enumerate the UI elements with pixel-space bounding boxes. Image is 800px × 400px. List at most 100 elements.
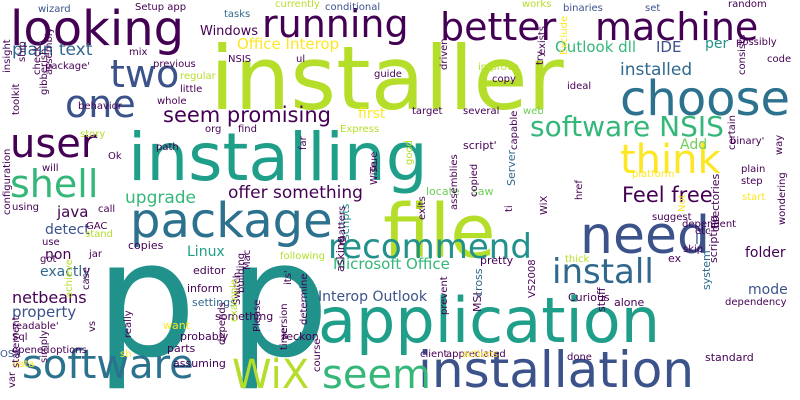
word: readable' bbox=[12, 321, 59, 332]
word: behavior bbox=[78, 101, 122, 112]
word: seem promising bbox=[163, 103, 331, 127]
word: random bbox=[728, 0, 767, 10]
word: Sql bbox=[12, 332, 28, 343]
word: install bbox=[552, 252, 654, 292]
word: plain bbox=[741, 164, 766, 175]
word: prevent bbox=[439, 276, 450, 315]
word: WiX bbox=[232, 352, 310, 398]
word: tasks bbox=[224, 9, 251, 20]
word: copies bbox=[128, 239, 164, 252]
word: far bbox=[298, 136, 309, 150]
word: installation bbox=[418, 341, 695, 399]
word: software bbox=[22, 342, 194, 388]
word: better bbox=[440, 5, 557, 49]
word: p bbox=[228, 206, 330, 393]
word: exits bbox=[417, 196, 428, 220]
word: Add bbox=[680, 137, 708, 153]
word: shell bbox=[10, 162, 99, 206]
word: wizard bbox=[38, 4, 71, 15]
word: several bbox=[463, 106, 500, 117]
word: check bbox=[32, 45, 43, 75]
word: call bbox=[98, 204, 116, 215]
word: Microsoft Office bbox=[333, 255, 450, 273]
word: org bbox=[205, 124, 222, 135]
word: installer bbox=[210, 27, 564, 130]
word: OSX bbox=[0, 349, 22, 360]
word: software NSIS bbox=[530, 110, 724, 143]
word: one bbox=[65, 82, 136, 126]
word: appreciated bbox=[446, 349, 506, 360]
word: href bbox=[574, 180, 585, 200]
word: good bbox=[404, 140, 415, 165]
word: configuration bbox=[2, 148, 13, 215]
word: var bbox=[7, 371, 18, 388]
word: Setup app bbox=[135, 2, 187, 13]
word: two bbox=[110, 52, 180, 96]
word: Express bbox=[340, 124, 380, 135]
word: time bbox=[279, 327, 290, 350]
word: simply bbox=[39, 330, 50, 363]
word: detect bbox=[45, 222, 90, 238]
word: cross bbox=[472, 268, 485, 297]
word: really bbox=[123, 310, 134, 338]
word: try bbox=[535, 51, 546, 65]
word: binary' bbox=[730, 136, 765, 147]
word: Mac bbox=[242, 249, 253, 270]
word: mix bbox=[129, 47, 148, 58]
word: GAC bbox=[86, 221, 108, 232]
word: probably bbox=[180, 330, 229, 343]
word: file bbox=[383, 189, 496, 275]
word: ul bbox=[296, 54, 306, 65]
word: parts bbox=[167, 342, 196, 355]
word: will bbox=[42, 163, 59, 174]
word: regular bbox=[180, 71, 216, 82]
word: ex bbox=[668, 252, 682, 265]
word: reckon bbox=[282, 330, 319, 343]
word: case bbox=[81, 267, 92, 290]
word: dependent bbox=[682, 219, 737, 230]
word: sh bbox=[120, 349, 132, 360]
word: options bbox=[50, 345, 87, 356]
word: dependency bbox=[725, 297, 787, 308]
word: actions bbox=[462, 349, 498, 360]
word: little bbox=[180, 84, 203, 95]
word: VS2008 bbox=[527, 259, 538, 298]
word: previous bbox=[153, 59, 196, 70]
word: currently bbox=[275, 0, 320, 10]
word: guide bbox=[374, 69, 402, 80]
word: thick bbox=[565, 254, 590, 265]
word: certain bbox=[727, 115, 738, 150]
word: per bbox=[705, 36, 729, 52]
word: ti bbox=[504, 205, 515, 212]
word: package bbox=[130, 193, 333, 249]
word: jar bbox=[89, 249, 103, 260]
word: standard bbox=[705, 351, 754, 364]
word: editor bbox=[193, 264, 226, 277]
word: Feel free bbox=[622, 183, 713, 207]
word: Outlook dll bbox=[555, 38, 637, 56]
word: following bbox=[280, 251, 325, 262]
word: exactly bbox=[40, 264, 91, 280]
word: Exclude bbox=[559, 15, 570, 55]
word: Curious bbox=[568, 291, 610, 304]
word: way bbox=[774, 134, 785, 155]
word: Server bbox=[505, 149, 518, 186]
word: possibly bbox=[736, 37, 777, 48]
word: li bbox=[695, 232, 703, 248]
word: Please bbox=[252, 299, 263, 332]
word: saw bbox=[472, 185, 494, 198]
word: statement bbox=[11, 316, 22, 368]
word: seem bbox=[322, 352, 432, 398]
word: folder bbox=[745, 245, 786, 261]
word: stuff bbox=[595, 287, 608, 312]
word: insight bbox=[2, 39, 13, 73]
word: first bbox=[358, 106, 386, 122]
word: capable bbox=[509, 110, 520, 150]
word: code bbox=[767, 54, 792, 65]
word: story bbox=[80, 129, 106, 140]
word: choose bbox=[620, 71, 791, 127]
word: Office Interop bbox=[237, 35, 340, 53]
word: find bbox=[238, 124, 257, 135]
word: Wise bbox=[369, 161, 380, 185]
word: whole bbox=[157, 96, 187, 107]
